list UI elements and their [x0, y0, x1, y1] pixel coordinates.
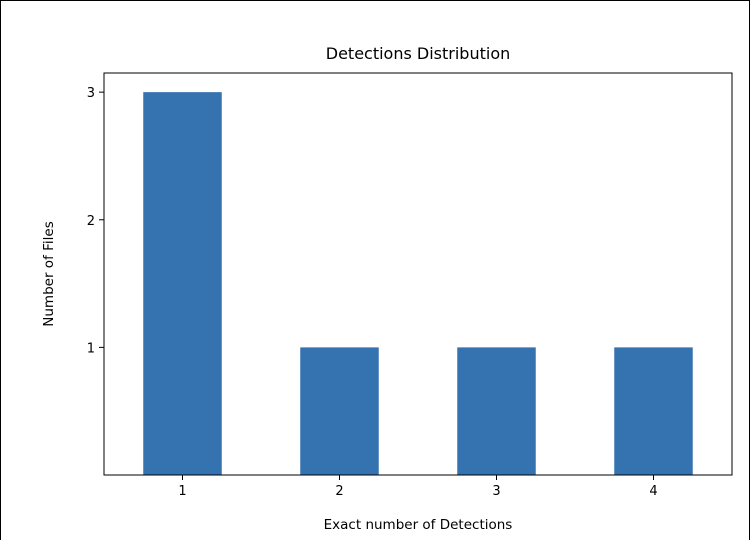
- x-tick-label-1: 1: [178, 484, 186, 499]
- bar-4: [614, 347, 693, 475]
- x-tick-label-2: 2: [335, 484, 343, 499]
- x-ticks-group: 1 2 3 4: [178, 475, 658, 499]
- chart-title: Detections Distribution: [326, 44, 511, 63]
- x-tick-label-3: 3: [492, 484, 500, 499]
- y-tick-label-1: 1: [87, 341, 95, 356]
- bar-3: [457, 347, 536, 475]
- bars-group: [143, 92, 693, 476]
- plot-area-frame: [103, 72, 733, 476]
- bar-2: [300, 347, 379, 475]
- y-tick-label-3: 3: [87, 86, 95, 101]
- x-axis-label: Exact number of Detections: [324, 517, 513, 533]
- bar-1: [143, 92, 222, 476]
- y-tick-label-2: 2: [87, 214, 95, 229]
- y-axis-label: Number of Files: [41, 221, 57, 326]
- y-ticks-group: 1 2 3: [87, 86, 104, 356]
- x-tick-label-4: 4: [649, 484, 657, 499]
